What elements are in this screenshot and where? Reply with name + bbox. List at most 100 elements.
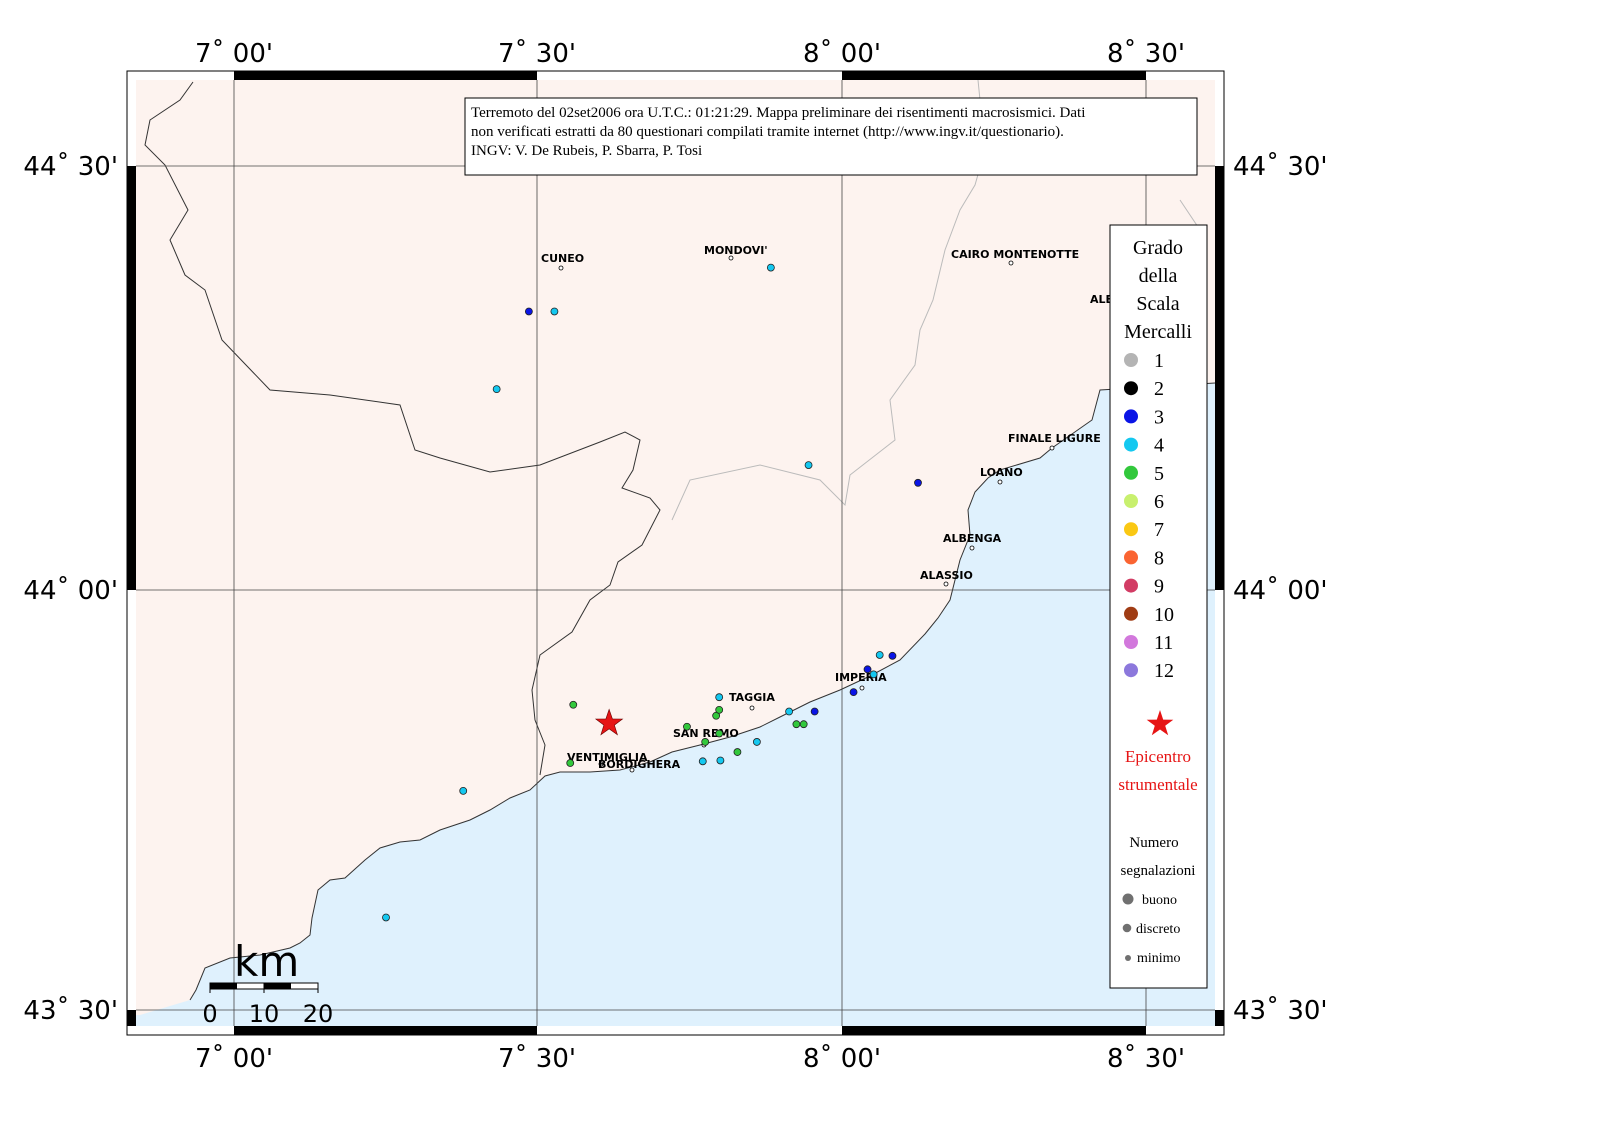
city-label-loano: LOANO xyxy=(980,466,1023,479)
legend-grade-swatch xyxy=(1124,494,1138,508)
city-marker xyxy=(728,255,734,261)
legend-count-label: discreto xyxy=(1136,922,1180,937)
legend-count-title: Numero xyxy=(1129,835,1178,851)
title-line-1: Terremoto del 02set2006 ora U.T.C.: 01:2… xyxy=(471,105,1085,121)
legend-epicenter-label: Epicentro xyxy=(1125,747,1191,766)
legend-grade-label: 11 xyxy=(1154,632,1173,654)
legend-count-dot-buono xyxy=(1122,893,1134,905)
lon-label-bottom: 7˚ 00' xyxy=(195,1044,273,1074)
report-point-grade-5 xyxy=(569,700,578,709)
report-point-grade-4 xyxy=(698,757,707,766)
report-point-grade-3 xyxy=(849,688,858,697)
report-point-grade-5 xyxy=(792,720,801,729)
report-point-grade-3 xyxy=(863,665,872,674)
legend-grade-swatch xyxy=(1124,437,1138,452)
scale-tick: 20 xyxy=(303,1000,334,1028)
report-point-grade-4 xyxy=(459,786,468,795)
lat-label-right: 44˚ 00' xyxy=(1233,576,1328,606)
lon-label-bottom: 8˚ 00' xyxy=(803,1044,881,1074)
legend-star-icon xyxy=(1146,710,1174,736)
legend-count-dot-discreto xyxy=(1122,923,1132,933)
report-point-grade-3 xyxy=(888,651,897,660)
report-point-grade-4 xyxy=(550,307,559,316)
legend-count-label: buono xyxy=(1142,893,1177,908)
legend-grade-label: 2 xyxy=(1154,378,1164,400)
legend-grade-label: 9 xyxy=(1154,576,1164,598)
city-marker xyxy=(943,581,949,587)
report-point-grade-4 xyxy=(716,756,725,765)
legend-title-line: Grado xyxy=(1133,237,1183,259)
report-point-grade-3 xyxy=(810,707,819,716)
report-point-grade-5 xyxy=(733,748,742,756)
city-marker xyxy=(1049,445,1055,451)
lon-label-top: 7˚ 30' xyxy=(498,39,576,69)
scale-tick: 0 xyxy=(202,1000,217,1028)
report-point-grade-4 xyxy=(382,913,390,922)
report-point-grade-4 xyxy=(785,707,794,716)
report-point-grade-5 xyxy=(715,705,724,714)
title-line-3: INGV: V. De Rubeis, P. Sbarra, P. Tosi xyxy=(471,143,702,159)
title-line-2: non verificati estratti da 80 questionar… xyxy=(471,124,1064,140)
city-label-alassio: ALASSIO xyxy=(920,569,973,582)
legend-grade-swatch xyxy=(1124,663,1138,678)
legend-grade-label: 4 xyxy=(1154,435,1164,457)
city-label-cuneo: CUNEO xyxy=(541,252,584,265)
report-point-grade-3 xyxy=(914,478,922,487)
city-label-taggia: TAGGIA xyxy=(729,691,775,704)
legend-grade-label: 7 xyxy=(1154,519,1164,541)
city-marker xyxy=(558,265,564,271)
report-point-grade-4 xyxy=(875,651,884,659)
lat-label-left: 44˚ 00' xyxy=(23,576,118,606)
city-marker xyxy=(859,685,865,691)
land-area xyxy=(136,80,1215,1015)
legend-title-line: Scala xyxy=(1136,293,1179,315)
legend-grade-label: 8 xyxy=(1154,547,1164,569)
legend-grade-label: 10 xyxy=(1154,604,1174,626)
legend-grade-swatch xyxy=(1124,578,1138,593)
legend-count-label: minimo xyxy=(1137,951,1181,966)
city-label-ventimiglia: VENTIMIGLIA xyxy=(567,751,648,764)
report-point-grade-5 xyxy=(701,738,710,746)
scale-unit: km xyxy=(234,937,299,986)
legend: Grado della Scala Mercalli 1234567891011… xyxy=(1109,224,1208,989)
legend-grade-label: 5 xyxy=(1154,463,1164,485)
legend-epicenter-label: strumentale xyxy=(1118,775,1197,794)
legend-epicenter-star xyxy=(1146,710,1174,736)
report-point-grade-5 xyxy=(683,722,691,731)
legend-grade-swatch xyxy=(1124,353,1138,367)
lat-label-right: 44˚ 30' xyxy=(1233,152,1328,182)
city-marker xyxy=(629,767,635,773)
report-point-grade-4 xyxy=(715,693,724,702)
map-frame xyxy=(126,70,1225,1036)
report-point-grade-4 xyxy=(804,461,813,469)
report-point-grade-4 xyxy=(492,385,501,394)
lon-label-top: 7˚ 00' xyxy=(195,39,273,69)
city-label-finale-ligure: FINALE LIGURE xyxy=(1008,432,1101,445)
regional-border xyxy=(671,79,986,521)
city-marker xyxy=(749,705,755,711)
legend-grade-swatch xyxy=(1124,635,1138,649)
legend-grade-swatch xyxy=(1124,606,1138,621)
lon-label-bottom: 8˚ 30' xyxy=(1107,1044,1185,1074)
cities: CUNEO MONDOVI' CAIRO MONTENOTTE ALE FINA… xyxy=(541,244,1113,773)
legend-count-title: segnalazioni xyxy=(1121,863,1196,879)
legend-grade-swatch xyxy=(1124,465,1138,480)
city-label-cairo-montenotte: CAIRO MONTENOTTE xyxy=(951,248,1079,261)
coastline xyxy=(189,382,1216,1001)
title-box: Terremoto del 02set2006 ora U.T.C.: 01:2… xyxy=(464,97,1198,176)
city-label-bordighera: BORDIGHERA xyxy=(598,758,681,771)
city-label-san-remo: SAN REMO xyxy=(673,727,739,740)
lon-label-top: 8˚ 30' xyxy=(1107,39,1185,69)
report-point-grade-4 xyxy=(752,738,761,746)
report-point-grade-5 xyxy=(799,720,808,729)
city-label-ale: ALE xyxy=(1090,293,1113,306)
city-label-albenga: ALBENGA xyxy=(943,532,1002,545)
report-point-grade-4 xyxy=(766,263,775,272)
frame-ticks xyxy=(127,71,1224,1035)
legend-count-dot-minimo xyxy=(1125,955,1131,961)
lon-label-bottom: 7˚ 30' xyxy=(498,1044,576,1074)
lat-label-left: 43˚ 30' xyxy=(23,996,118,1026)
report-point-grade-4 xyxy=(869,670,878,679)
